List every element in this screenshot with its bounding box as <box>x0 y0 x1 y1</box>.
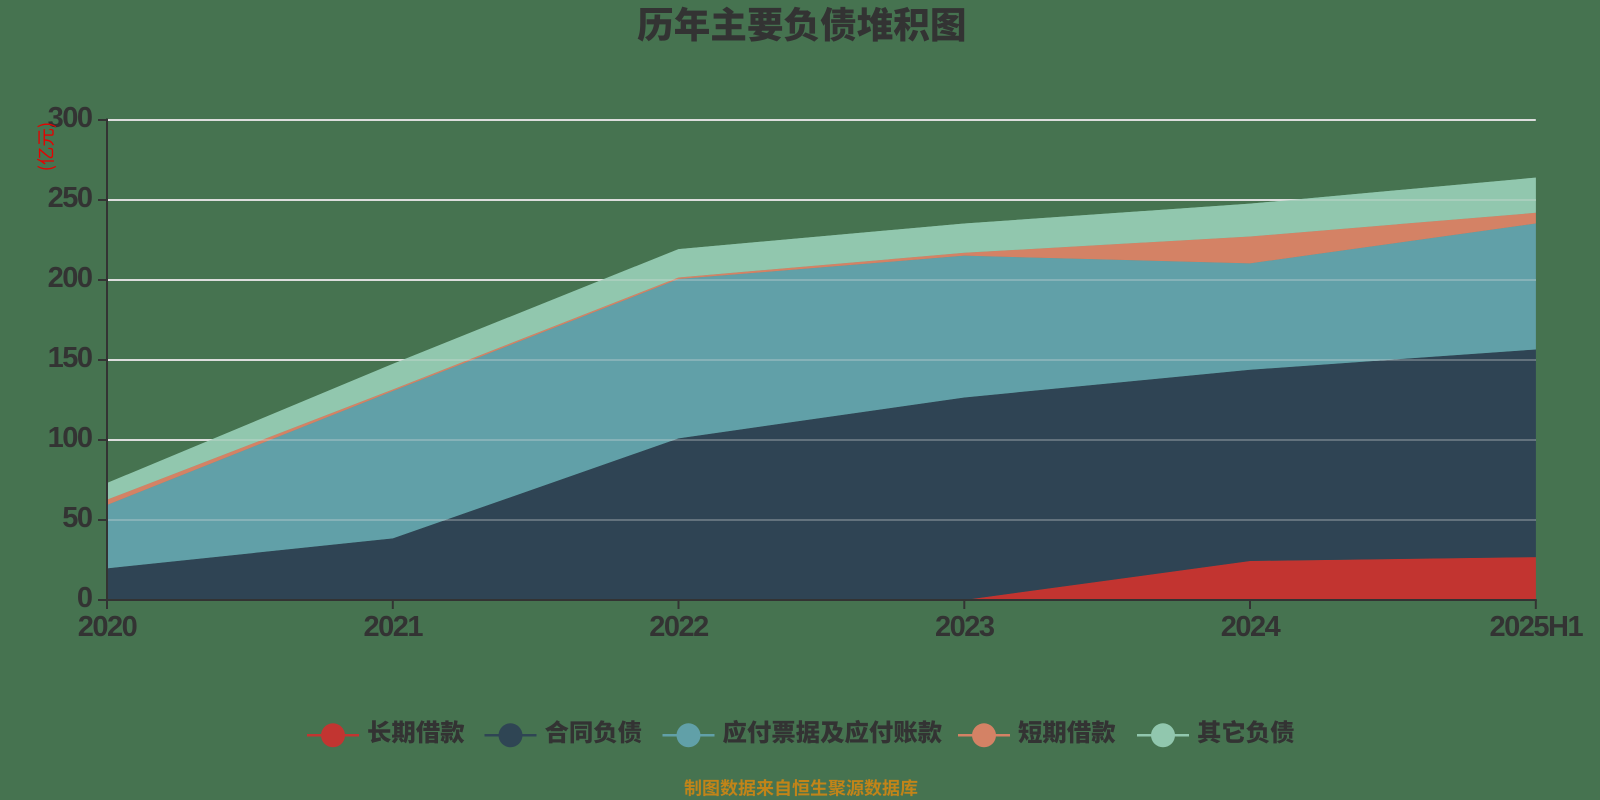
svg-text:2025H1: 2025H1 <box>1490 611 1584 643</box>
svg-text:200: 200 <box>48 262 92 294</box>
svg-text:2023: 2023 <box>935 611 995 643</box>
svg-text:2021: 2021 <box>364 611 424 643</box>
svg-text:2020: 2020 <box>78 611 137 643</box>
svg-text:150: 150 <box>48 342 92 374</box>
svg-text:2024: 2024 <box>1221 611 1281 643</box>
svg-text:300: 300 <box>48 102 92 134</box>
svg-text:2022: 2022 <box>649 611 708 643</box>
svg-text:0: 0 <box>77 582 92 614</box>
svg-text:50: 50 <box>62 502 92 534</box>
svg-text:250: 250 <box>48 182 92 214</box>
svg-text:100: 100 <box>48 422 92 454</box>
